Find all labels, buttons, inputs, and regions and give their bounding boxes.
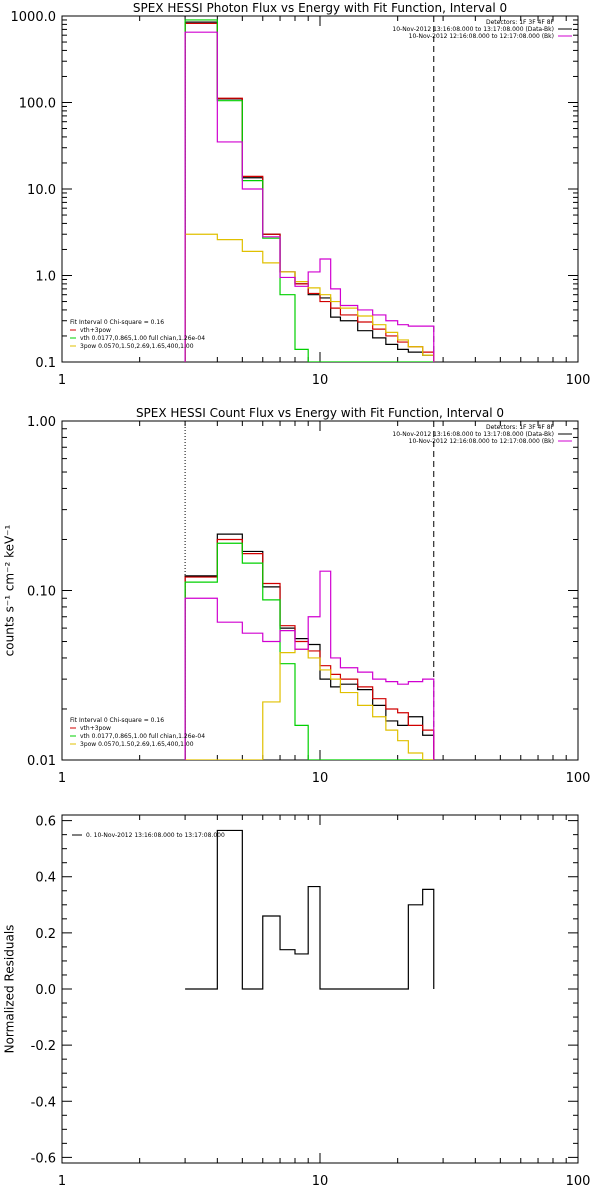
legend-topright-text: 10-Nov-2012 13:16:08.000 to 13:17:08.000… xyxy=(392,431,554,438)
legend-text: 0. 10-Nov-2012 13:16:08.000 to 13:17:08.… xyxy=(86,832,225,839)
y-axis-label: Normalized Residuals xyxy=(3,925,17,1054)
series-5-line xyxy=(184,570,435,760)
series-4-line xyxy=(184,233,435,362)
x-tick-label: 100 xyxy=(566,373,591,388)
x-tick-label: 10 xyxy=(312,373,329,388)
series-3-line xyxy=(184,542,434,760)
x-tick-label: 100 xyxy=(566,771,591,786)
plot-panel-3: 1 10 100 -0.6 -0.4 -0.2 0.0 0.2 0.4 0.6 Normalized… xyxy=(3,814,591,1189)
plot-panel-2: SPEX HESSI Count Flux vs Energy with Fit… xyxy=(3,406,591,786)
y-tick-label: 0.6 xyxy=(35,815,56,830)
y-tick-label: 1000.0 xyxy=(11,10,57,25)
y-tick-label: 0.10 xyxy=(27,585,56,600)
y-tick-label: 0.0 xyxy=(35,983,56,998)
y-tick-label: -0.4 xyxy=(31,1095,56,1110)
y-tick-label: 1.00 xyxy=(27,415,56,430)
series-1-line xyxy=(185,829,435,990)
y-tick-label: 0.2 xyxy=(35,927,56,942)
y-tick-label: 0.4 xyxy=(35,871,56,886)
plot-frame xyxy=(61,15,579,363)
legend-bottomleft-text: 3pow 0.0570,1.50,2.69,1.65,400,1.00 xyxy=(80,343,194,350)
x-tick-label: 1 xyxy=(58,1174,66,1189)
plot-panel-1: SPEX HESSI Photon Flux vs Energy with Fi… xyxy=(11,1,591,388)
series-2-line xyxy=(184,22,435,362)
legend-topright-text: 10-Nov-2012 13:16:08.000 to 13:17:08.000… xyxy=(392,26,554,33)
y-tick-label: 10.0 xyxy=(27,183,56,198)
legend-topright-text: Detectors: 1F 3F 4F 8F xyxy=(486,19,555,26)
chart-title: SPEX HESSI Photon Flux vs Energy with Fi… xyxy=(133,1,507,15)
legend-bottomleft-text: Fit Interval 0 Chi-square = 0.16 xyxy=(70,717,164,724)
x-tick-label: 1 xyxy=(58,373,66,388)
legend-topright-text: 10-Nov-2012 12:16:08.000 to 12:17:08.000… xyxy=(409,33,554,40)
series-1-line xyxy=(184,533,435,760)
y-tick-label: 100.0 xyxy=(19,97,56,112)
series-3-line xyxy=(184,19,434,362)
legend-topright-text: Detectors: 1F 3F 4F 8F xyxy=(486,424,555,431)
legend-bottomleft-text: vth+3pow xyxy=(80,327,111,334)
series-4-line xyxy=(185,648,434,760)
y-axis-label: counts s⁻¹ cm⁻² keV⁻¹ xyxy=(3,524,17,656)
series-5-line xyxy=(184,31,435,362)
legend-bottomleft-text: 3pow 0.0570,1.50,2.69,1.65,400,1.00 xyxy=(80,741,194,748)
x-tick-label: 100 xyxy=(566,1174,591,1189)
y-tick-label: -0.6 xyxy=(31,1151,56,1166)
series-group xyxy=(185,829,435,990)
x-tick-label: 10 xyxy=(312,1174,329,1189)
legend-bottomleft-text: vth 0.0177,0.865,1.00 full chian,1.26e-0… xyxy=(80,335,205,342)
series-2-line xyxy=(184,538,435,760)
legend-bottomleft-text: vth+3pow xyxy=(80,725,111,732)
series-group xyxy=(184,533,435,760)
legend-bottomleft-text: vth 0.0177,0.865,1.00 full chian,1.26e-0… xyxy=(80,733,205,740)
legend-topright-text: 10-Nov-2012 12:16:08.000 to 12:17:08.000… xyxy=(409,438,554,445)
y-tick-label: 0.01 xyxy=(27,754,56,769)
series-group xyxy=(184,19,435,362)
y-tick-label: -0.2 xyxy=(31,1039,56,1054)
x-tick-label: 1 xyxy=(58,771,66,786)
legend-bottomleft-text: Fit Interval 0 Chi-square = 0.16 xyxy=(70,319,164,326)
y-tick-label: 0.1 xyxy=(35,356,56,371)
chart-title: SPEX HESSI Count Flux vs Energy with Fit… xyxy=(136,406,504,420)
y-tick-label: 1.0 xyxy=(35,270,56,285)
x-tick-label: 10 xyxy=(312,771,329,786)
series-1-line xyxy=(184,21,435,362)
